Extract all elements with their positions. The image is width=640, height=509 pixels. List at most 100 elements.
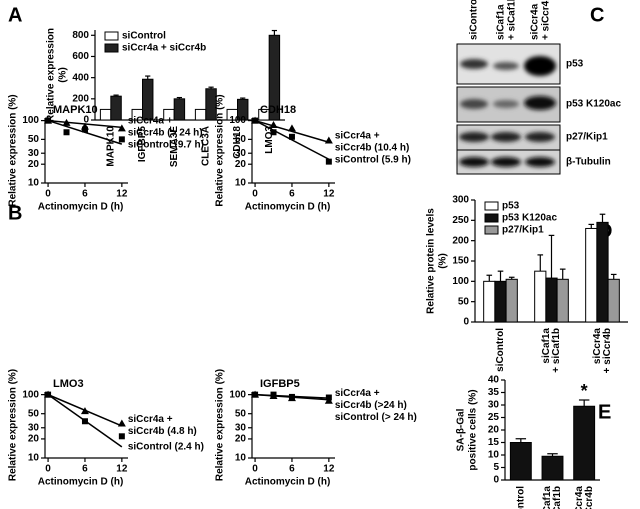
band (493, 100, 519, 108)
y-tick-label: 20 (235, 434, 247, 445)
x-tick-label: CLEC3A (200, 126, 211, 166)
x-tick-label: + siCaf1b (552, 486, 563, 509)
x-tick-label: siControl (515, 486, 526, 509)
y-tick-label: 0 (463, 317, 469, 328)
y-tick-label: 20 (488, 425, 500, 436)
x-axis-label: Actinomycin D (h) (245, 202, 331, 213)
legend-label: siControl (122, 31, 166, 42)
band (525, 132, 555, 142)
y-tick-label: 50 (235, 408, 247, 419)
x-axis-label: Actinomycin D (h) (245, 477, 331, 488)
y-tick-label: 800 (72, 30, 89, 41)
x-tick-label: 6 (289, 189, 295, 200)
y-tick-label: 10 (235, 178, 247, 189)
y-tick-label: 50 (28, 134, 40, 145)
bar (541, 455, 564, 481)
x-tick-label: siCcr4a (574, 486, 585, 509)
y-tick-label: 100 (22, 389, 39, 400)
x-tick-label: + siCaf1b (551, 328, 562, 373)
annotation: * (581, 381, 588, 401)
blot: p53 p53 K120ac p27/Kip1 β-Tubulin siCont… (456, 0, 621, 175)
marker (270, 129, 277, 136)
legend-label: p53 (502, 201, 520, 212)
x-tick-label: siCcr4a (592, 328, 603, 365)
y-tick-label: 30 (235, 148, 247, 159)
plot-title: MAPK10 (53, 104, 98, 116)
band (524, 56, 556, 76)
panel-letter: B (8, 202, 22, 224)
y-tick-label: 20 (28, 159, 40, 170)
x-tick-label: LMO3 (264, 126, 275, 154)
y-tick-label: 600 (72, 51, 89, 62)
y-tick-label: 50 (28, 408, 40, 419)
y-axis-label: (%) (58, 67, 69, 83)
bar (545, 277, 558, 323)
x-tick-label: 6 (82, 464, 88, 475)
y-tick-label: 0 (493, 475, 499, 486)
band (524, 96, 556, 110)
x-tick-label: CDH18 (232, 126, 243, 159)
series-label: siCcr4b (> 24 h) (128, 127, 203, 138)
row-label: p27/Kip1 (566, 132, 608, 143)
x-tick-label: 0 (252, 189, 258, 200)
bar (585, 227, 598, 323)
series-label: siControl (5.9 h) (335, 154, 411, 165)
x-tick-label: 0 (252, 464, 258, 475)
bar (494, 280, 507, 323)
lane-label: + siCcr4b (541, 0, 552, 40)
x-tick-label: IGFBP5 (137, 126, 148, 163)
marker (288, 133, 295, 140)
marker (288, 393, 295, 400)
legend-label: p53 K120ac (502, 213, 557, 224)
y-tick-label: 200 (452, 235, 469, 246)
series-label: siControl (> 24 h) (335, 412, 417, 423)
series-label: siCcr4b (>24 h) (335, 400, 407, 411)
lane-label: siControl (469, 0, 480, 40)
marker (118, 136, 125, 143)
bar (596, 221, 609, 323)
lane-label: + siCaf1b (507, 0, 518, 40)
y-tick-label: 40 (488, 375, 500, 386)
x-axis-label: Actinomycin D (h) (38, 477, 124, 488)
marker (81, 126, 88, 133)
marker (287, 124, 296, 132)
series-label: siCcr4a + (335, 130, 380, 141)
y-tick-label: 300 (452, 195, 469, 206)
band (491, 157, 521, 167)
marker (45, 117, 52, 124)
y-tick-label: 50 (458, 296, 470, 307)
marker (81, 418, 88, 425)
x-tick-label: MAPK10 (105, 126, 116, 167)
series-label: siCcr4a + (335, 388, 380, 399)
y-tick-label: 30 (235, 422, 247, 433)
marker (63, 129, 70, 136)
x-tick-label: + siCcr4b (602, 328, 613, 373)
x-tick-label: 12 (116, 189, 128, 200)
bands (459, 56, 556, 167)
y-tick-label: 10 (235, 453, 247, 464)
y-tick-label: 25 (488, 412, 500, 423)
y-tick-label: 100 (229, 389, 246, 400)
panel-letter: C (590, 4, 604, 26)
marker (62, 118, 71, 126)
y-tick-label: 50 (235, 134, 247, 145)
y-tick-label: 30 (28, 422, 40, 433)
marker (325, 394, 332, 401)
y-tick-label: 10 (28, 178, 40, 189)
y-tick-label: 10 (28, 453, 40, 464)
y-tick-label: 200 (72, 93, 89, 104)
x-tick-label: 6 (289, 464, 295, 475)
x-tick-label: 6 (82, 189, 88, 200)
series-label: siCcr4a + (128, 414, 173, 425)
y-tick-label: 15 (488, 437, 500, 448)
panel-letter: E (598, 401, 611, 423)
series-label: siCcr4b (4.8 h) (128, 426, 197, 437)
y-axis-label: Relative expression (%) (8, 369, 19, 481)
y-axis-label: Relative protein levels (426, 208, 437, 314)
y-axis-label: Relative expression (%) (8, 94, 19, 206)
x-tick-label: siControl (495, 328, 506, 372)
lane-label: siCcr4a (530, 3, 541, 40)
y-tick-label: 150 (452, 256, 469, 267)
y-axis-label: (%) (438, 253, 449, 269)
y-axis-label: Relative expression (%) (215, 369, 226, 481)
